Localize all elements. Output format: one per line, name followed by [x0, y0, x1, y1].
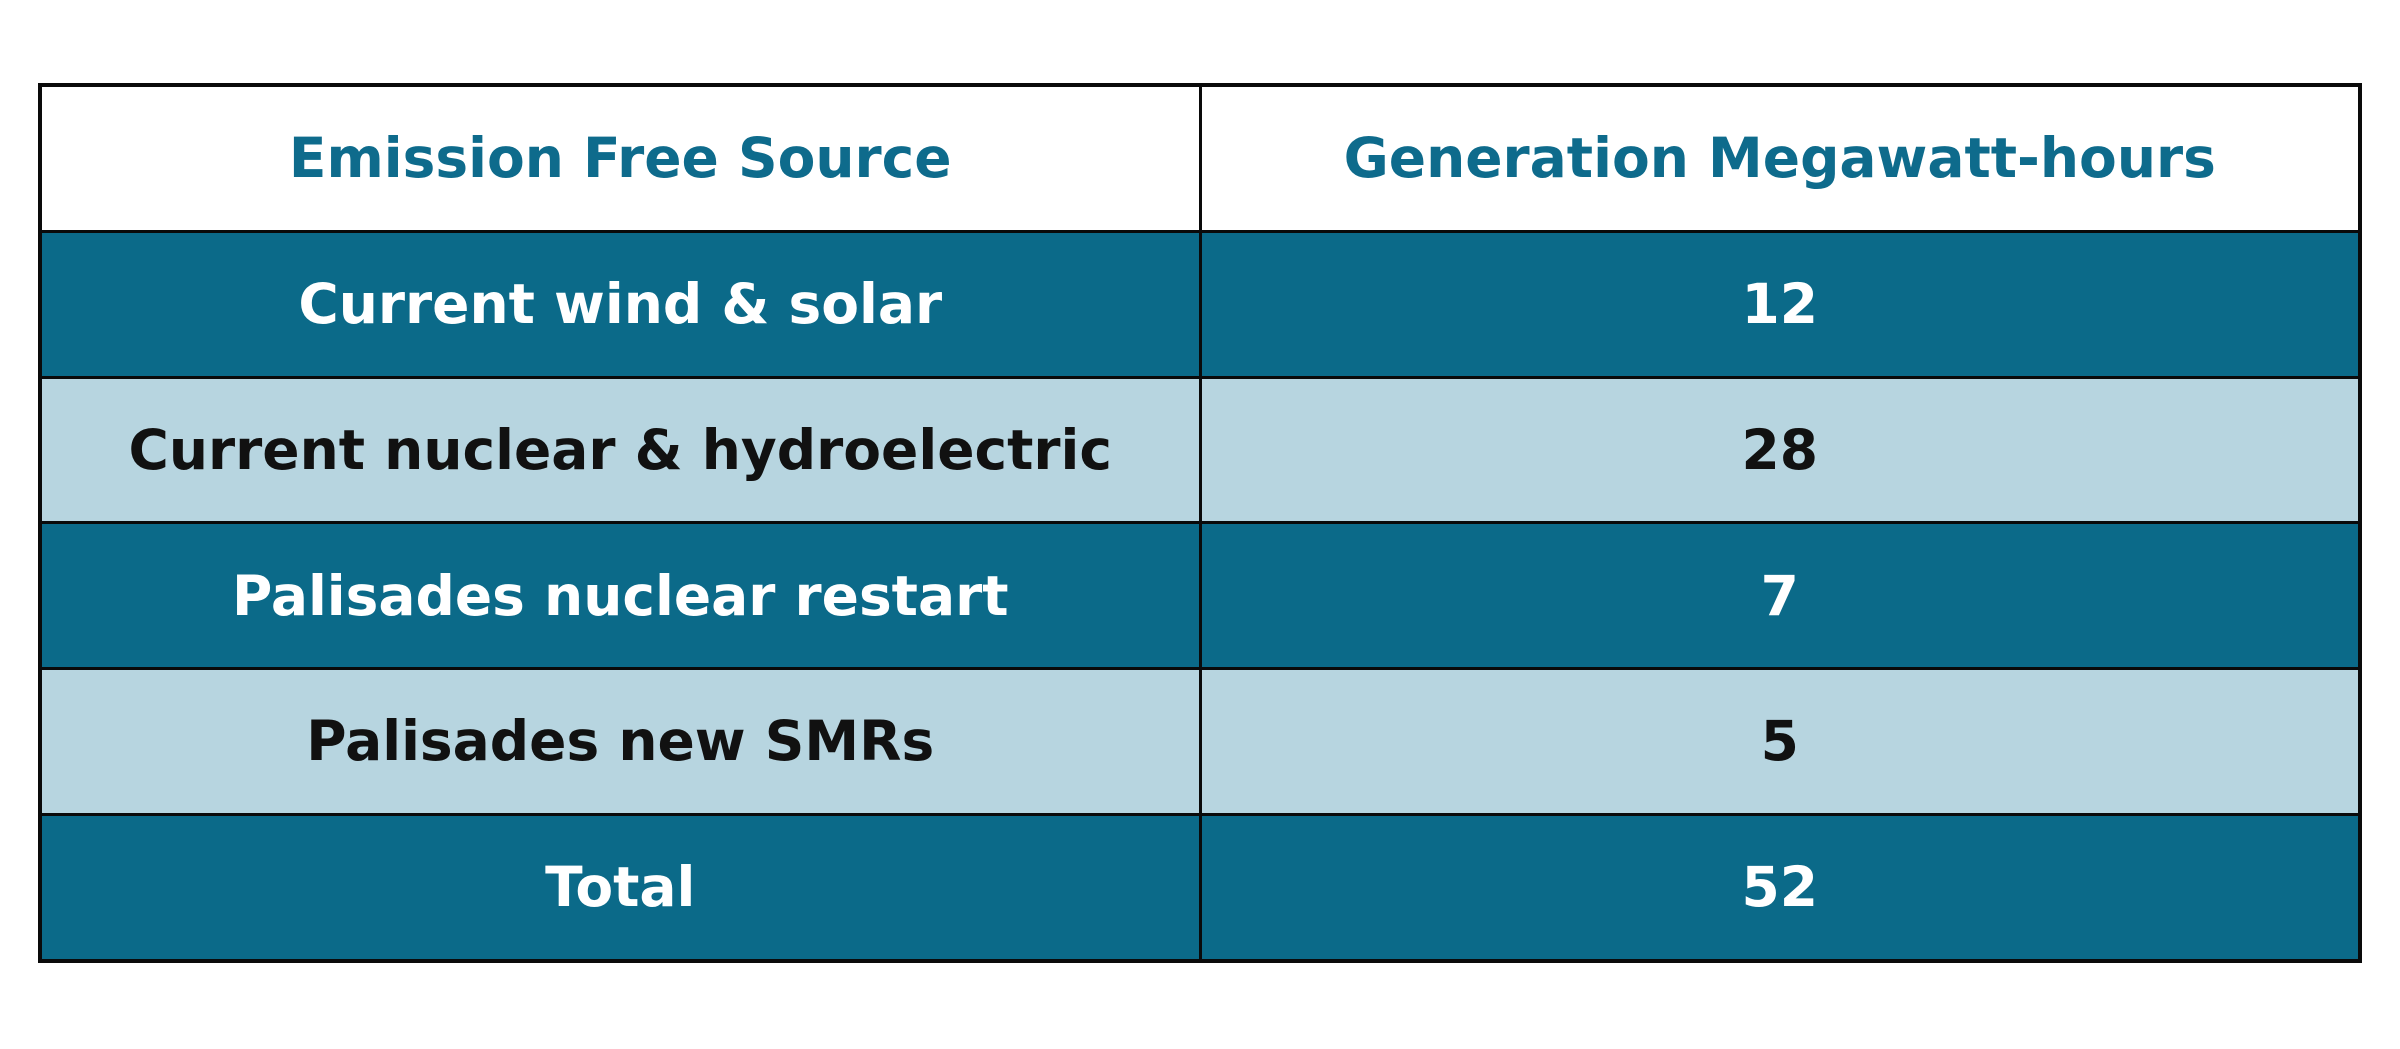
row-value: 28 — [1201, 378, 2358, 522]
column-header-generation-megawatt-hours: Generation Megawatt-hours — [1201, 87, 2358, 230]
emission-generation-table: Emission Free Source Generation Megawatt… — [38, 83, 2362, 963]
row-label: Total — [42, 816, 1199, 959]
row-value: 5 — [1201, 670, 2358, 814]
row-value: 52 — [1201, 816, 2358, 959]
column-header-emission-free-source: Emission Free Source — [42, 87, 1199, 230]
row-label: Current wind & solar — [42, 232, 1199, 376]
row-label: Palisades nuclear restart — [42, 524, 1199, 668]
row-label: Current nuclear & hydroelectric — [42, 378, 1199, 522]
row-label: Palisades new SMRs — [42, 670, 1199, 814]
row-value: 7 — [1201, 524, 2358, 668]
row-value: 12 — [1201, 232, 2358, 376]
